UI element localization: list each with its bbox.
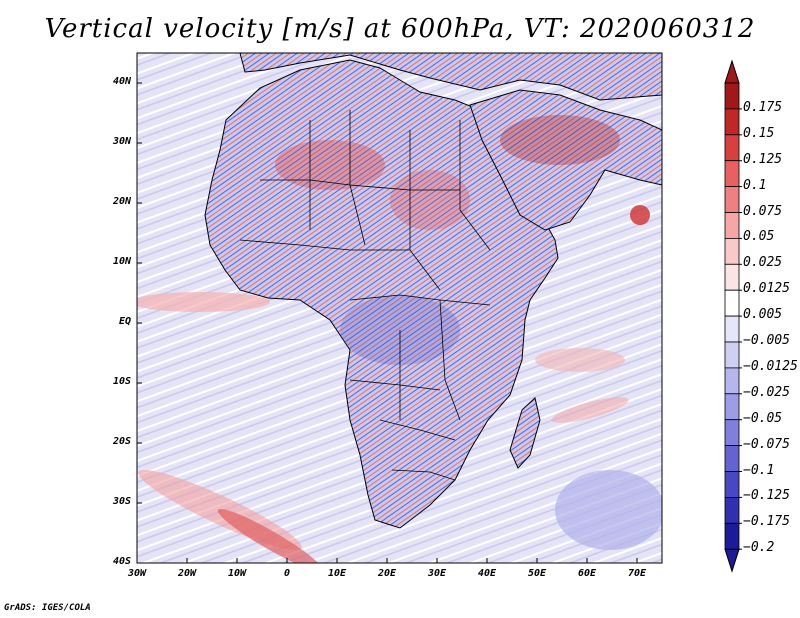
colorbar-label: −0.175 [743,514,790,530]
arabia-land [469,89,662,231]
colorbar-segment [724,471,740,498]
lat-label: 20N [112,196,131,207]
lat-label: 30N [112,136,131,147]
red-hotspot-sudan [390,170,470,230]
colorbar-label: 0.005 [743,307,783,323]
lon-label: 20W [177,568,197,579]
colorbar-segment [724,419,740,447]
colorbar-segment [724,315,740,343]
map-field [137,53,662,563]
colorbar-label: −0.075 [743,436,790,452]
colorbar-label: 0.025 [743,255,783,271]
colorbar-segment [724,496,740,524]
colorbar-label: −0.005 [743,333,790,348]
colorbar-segment [724,212,740,239]
colorbar-label: −0.125 [743,488,790,504]
africa-land [204,59,559,529]
lon-label: 40E [477,568,497,579]
colorbar-min-arrow [724,548,740,573]
colorbar [724,59,742,573]
colorbar-segment [724,445,740,472]
red-patch-indian-ocean [535,348,625,372]
lon-label: 20E [377,568,397,579]
red-band-equatorial-atlantic [137,292,270,312]
colorbar-segment [724,160,740,187]
colorbar-label: −0.05 [743,410,783,426]
red-hotspot-arabia [500,115,620,165]
lat-label: 40N [112,76,131,87]
lat-label: 40S [112,556,131,567]
colorbar-label: 0.15 [743,125,775,141]
colorbar-segment [724,237,740,265]
colorbar-label: −0.1 [743,462,775,478]
colorbar-label: −0.2 [743,540,775,556]
lat-label: 30S [112,496,131,507]
colorbar-segment [724,263,740,291]
footer-credit: GrADS: IGES/COLA [4,603,91,613]
lon-label: 10E [327,568,347,579]
red-patch-south-indian [551,397,629,423]
blue-swirl-indian-ocean [555,470,662,550]
lon-label: 50E [527,568,547,579]
lat-label: 10S [112,376,131,387]
colorbar-segment [724,108,740,136]
lat-label: EQ [118,316,131,327]
colorbar-segment [724,186,740,213]
madagascar-land [509,397,541,469]
colorbar-max-arrow [724,59,740,84]
lon-label: 10W [227,568,247,579]
colorbar-segment [724,522,740,550]
lon-label: 60E [577,568,597,579]
colorbar-segment [724,341,740,369]
colorbar-segment [724,289,740,317]
colorbar-label: 0.0125 [743,281,790,297]
lon-label: 30E [427,568,447,579]
red-band-sw-corner [217,509,323,563]
colorbar-label: −0.025 [743,384,790,400]
colorbar-label: −0.0125 [743,358,798,374]
colorbar-segment [724,134,740,162]
colorbar-label: 0.05 [743,229,775,245]
colorbar-segment [724,393,740,421]
lon-label: 70E [627,568,647,579]
axis-ticks [136,82,638,564]
lat-label: 10N [112,256,131,267]
plot-frame [136,52,663,564]
colorbar-segment [724,367,740,395]
europe-land [239,53,662,101]
red-patch-arabian-sea [630,205,650,225]
colorbar-label: 0.125 [743,151,783,167]
colorbar-label: 0.175 [743,99,783,115]
lon-label: 30W [127,568,147,579]
map-title: Vertical velocity [m/s] at 600hPa, VT: 2… [44,14,756,44]
red-hotspot-sahara [275,140,385,190]
lon-label: 0 [283,568,291,579]
lat-label: 20S [112,436,131,447]
colorbar-segment [724,82,740,110]
colorbar-label: 0.1 [743,177,767,193]
country-borders [239,110,491,481]
colorbar-label: 0.075 [743,203,783,219]
